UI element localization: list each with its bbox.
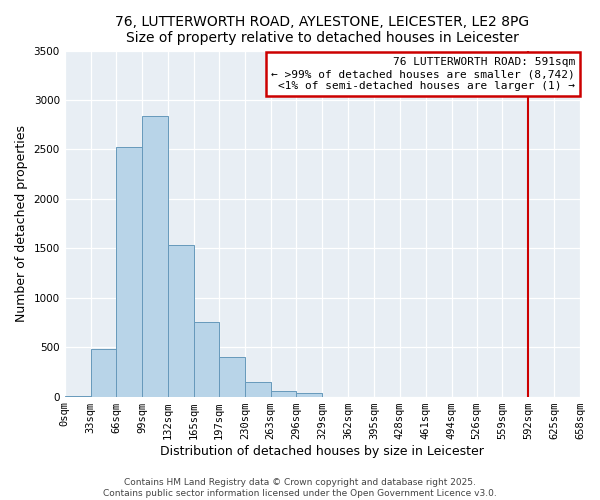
- Bar: [91, 349, 116, 397]
- Bar: [245, 382, 271, 396]
- Bar: [271, 390, 296, 396]
- X-axis label: Distribution of detached houses by size in Leicester: Distribution of detached houses by size …: [160, 444, 484, 458]
- Y-axis label: Number of detached properties: Number of detached properties: [15, 125, 28, 322]
- Bar: [296, 392, 322, 396]
- Bar: [116, 148, 142, 396]
- Title: 76, LUTTERWORTH ROAD, AYLESTONE, LEICESTER, LE2 8PG
Size of property relative to: 76, LUTTERWORTH ROAD, AYLESTONE, LEICEST…: [115, 15, 529, 45]
- Text: Contains HM Land Registry data © Crown copyright and database right 2025.
Contai: Contains HM Land Registry data © Crown c…: [103, 478, 497, 498]
- Bar: [168, 246, 194, 396]
- Bar: [142, 116, 168, 396]
- Bar: [219, 357, 245, 397]
- Text: 76 LUTTERWORTH ROAD: 591sqm
← >99% of detached houses are smaller (8,742)
<1% of: 76 LUTTERWORTH ROAD: 591sqm ← >99% of de…: [271, 58, 575, 90]
- Bar: [194, 322, 219, 396]
